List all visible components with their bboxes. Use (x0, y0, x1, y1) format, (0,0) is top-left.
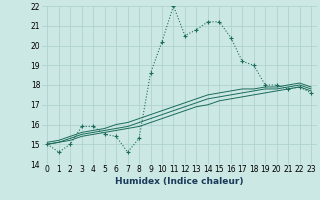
X-axis label: Humidex (Indice chaleur): Humidex (Indice chaleur) (115, 177, 244, 186)
